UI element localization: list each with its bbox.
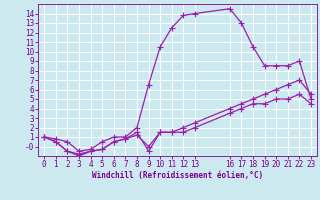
X-axis label: Windchill (Refroidissement éolien,°C): Windchill (Refroidissement éolien,°C) (92, 171, 263, 180)
